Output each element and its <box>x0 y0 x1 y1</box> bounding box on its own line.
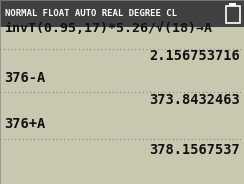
Bar <box>229 3 236 6</box>
Text: 373.8432463: 373.8432463 <box>150 93 240 107</box>
Text: invT(0.95,17)*5.26/√(18)→A: invT(0.95,17)*5.26/√(18)→A <box>4 22 212 35</box>
Text: 376+A: 376+A <box>4 117 45 131</box>
Bar <box>0 27 244 184</box>
Bar <box>226 6 240 23</box>
Text: NORMAL FLOAT AUTO REAL DEGREE CL: NORMAL FLOAT AUTO REAL DEGREE CL <box>5 9 177 18</box>
Text: 378.1567537: 378.1567537 <box>150 143 240 157</box>
Bar <box>0 0 244 27</box>
Text: 376-A: 376-A <box>4 71 45 85</box>
Text: 2.156753716: 2.156753716 <box>150 49 240 63</box>
